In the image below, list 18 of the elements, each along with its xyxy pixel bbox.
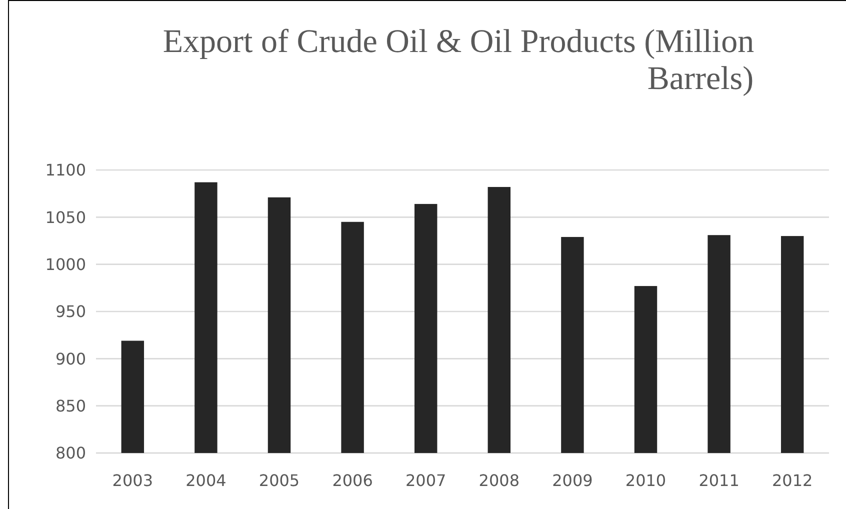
x-tick-label: 2003 bbox=[112, 471, 154, 490]
x-tick-label: 2005 bbox=[258, 471, 300, 490]
chart-title: Export of Crude Oil & Oil Products (Million Barrels) bbox=[162, 24, 754, 97]
x-tick-label: 2006 bbox=[332, 471, 373, 490]
y-tick-label: 900 bbox=[55, 349, 86, 368]
x-tick-label: 2011 bbox=[698, 471, 740, 490]
x-tick-label: 2004 bbox=[186, 471, 226, 490]
y-tick-label: 1100 bbox=[45, 160, 86, 180]
x-tick-label: 2009 bbox=[552, 471, 593, 490]
y-tick-label: 950 bbox=[55, 302, 86, 322]
y-tick-label: 800 bbox=[55, 444, 86, 463]
x-tick-label: 2008 bbox=[478, 471, 520, 490]
y-tick-label: 1000 bbox=[45, 254, 86, 274]
x-tick-label: 2010 bbox=[625, 471, 666, 490]
y-tick-label: 850 bbox=[55, 396, 86, 416]
x-tick-label: 2012 bbox=[772, 471, 813, 490]
x-tick-label: 2007 bbox=[405, 471, 446, 490]
y-tick-label: 1050 bbox=[45, 208, 86, 227]
